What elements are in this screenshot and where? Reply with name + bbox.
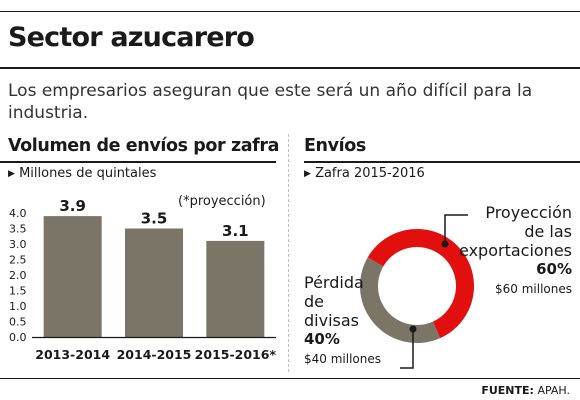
top-rule	[0, 11, 580, 12]
bar	[206, 240, 265, 337]
donut-chart	[360, 214, 474, 369]
bar	[43, 216, 102, 337]
y-tick-label: 0.0	[9, 331, 27, 344]
y-tick-label: 2.5	[9, 254, 27, 267]
export-label-line: Proyección	[485, 203, 572, 222]
export-annotation: Proyección de las exportaciones 60% $60 …	[440, 203, 572, 298]
loss-leader-dot	[409, 325, 417, 333]
source-value: APAH.	[537, 384, 570, 397]
donut-slice	[360, 257, 441, 343]
bar-value-label: 3.5	[141, 210, 168, 228]
bar	[125, 228, 183, 337]
x-tick-label: 2014-2015	[117, 347, 192, 362]
y-tick-label: 3.5	[9, 223, 27, 236]
export-amount: $60 millones	[495, 282, 572, 296]
bar-value-label: 3.1	[222, 222, 249, 240]
loss-label-line: divisas	[304, 311, 359, 330]
y-tick-label: 1.5	[9, 285, 27, 298]
right-chart-subtitle-text: Zafra 2015-2016	[315, 166, 425, 181]
export-label-line: de las	[524, 222, 572, 241]
left-chart-subtitle-text: Millones de quintales	[19, 166, 157, 181]
export-leader-line	[444, 214, 468, 243]
panel-divider	[288, 134, 289, 372]
y-tick-label: 3.0	[9, 238, 27, 251]
loss-label: Pérdida de divisas	[304, 273, 404, 330]
bar-chart: 0.0 0.5 1.0 1.5 2.0 2.5 3.0 3.5 4.0 3.9 2013-2014 3…	[9, 197, 277, 362]
page-subtitle: Los empresarios aseguran que este será u…	[8, 81, 533, 123]
export-leader-dot	[441, 240, 449, 248]
left-title-rule	[0, 161, 276, 163]
donut-slice	[367, 229, 474, 339]
bottom-rule	[0, 378, 580, 379]
title-rule	[0, 67, 580, 69]
y-tick-label: 4.0	[9, 207, 27, 220]
x-tick-label: 2013-2014	[35, 347, 110, 362]
loss-leader-line	[400, 330, 414, 369]
loss-label-line: Pérdida	[304, 273, 364, 292]
loss-percent: 40%	[304, 330, 340, 348]
y-tick-label: 2.0	[9, 269, 27, 282]
export-label-line: exportaciones	[459, 241, 572, 260]
page-title: Sector azucarero	[8, 22, 255, 53]
source-note: FUENTE: APAH.	[481, 384, 570, 397]
right-chart-title: Envíos	[304, 136, 366, 156]
bar-value-label: 3.9	[59, 197, 86, 215]
y-tick-label: 1.0	[9, 300, 27, 313]
export-percent: 60%	[536, 260, 572, 278]
projection-note: (*proyección)	[178, 194, 266, 209]
source-label: FUENTE:	[481, 384, 534, 397]
loss-amount: $40 millones	[304, 352, 381, 366]
bullet-icon: ▶	[8, 169, 15, 179]
y-tick-label: 0.5	[9, 316, 27, 329]
x-tick-label: 2015-2016*	[195, 347, 277, 362]
right-title-rule	[304, 161, 580, 163]
loss-annotation: Pérdida de divisas 40% $40 millones	[304, 273, 404, 368]
export-label: Proyección de las exportaciones	[440, 203, 572, 260]
bullet-icon: ▶	[304, 169, 311, 179]
left-chart-subtitle: ▶ Millones de quintales	[8, 166, 156, 181]
right-chart-subtitle: ▶ Zafra 2015-2016	[304, 166, 425, 181]
loss-label-line: de	[304, 292, 324, 311]
left-chart-title: Volumen de envíos por zafra	[8, 136, 279, 156]
